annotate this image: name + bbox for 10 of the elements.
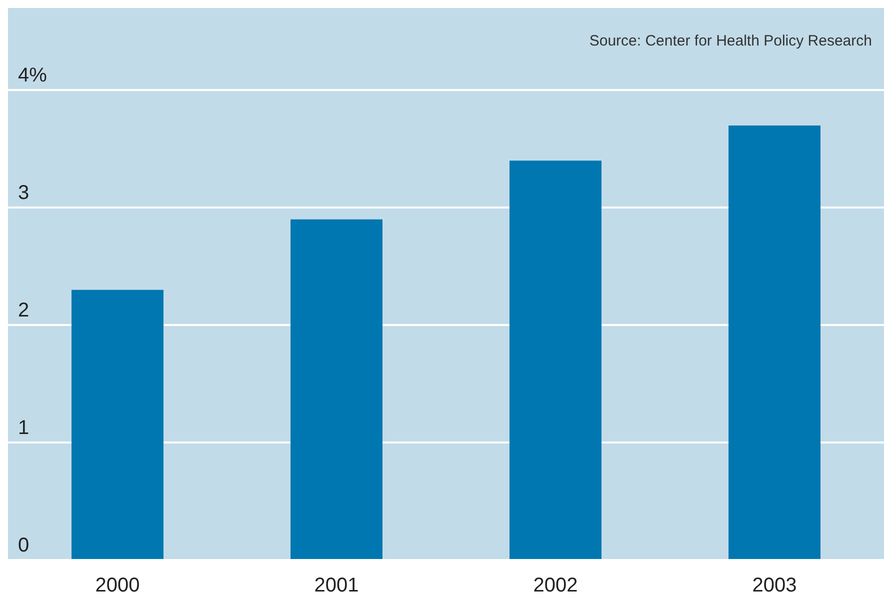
- x-tick-label: 2003: [752, 574, 797, 597]
- y-tick-label: 0: [18, 534, 30, 557]
- x-tick-label: 2002: [533, 574, 578, 597]
- x-tick-label: 2000: [95, 574, 140, 597]
- y-tick-label: 2: [18, 300, 30, 322]
- y-tick-label: 3: [18, 182, 30, 204]
- annotation: Source: Center for Health Policy Research: [589, 32, 872, 50]
- y-tick-label: 4%: [18, 64, 48, 87]
- y-tick-label: 1: [18, 417, 30, 440]
- x-tick-label: 2001: [314, 574, 359, 597]
